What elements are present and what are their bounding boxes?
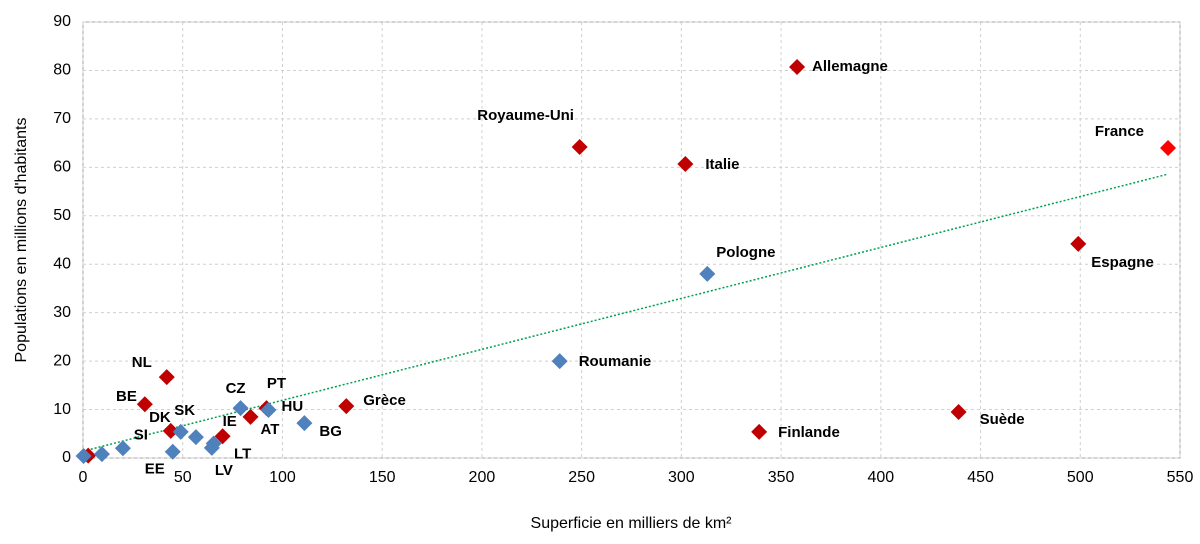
point-label: SK xyxy=(174,402,195,419)
marker xyxy=(158,369,175,386)
marker xyxy=(751,423,768,440)
point-label: DK xyxy=(149,409,171,426)
x-axis-title: Superficie en milliers de km² xyxy=(531,515,733,532)
plot-area xyxy=(82,21,1181,459)
point-label: Espagne xyxy=(1091,254,1154,271)
x-tick-label: 250 xyxy=(568,469,595,486)
y-tick-label: 60 xyxy=(53,159,71,176)
x-tick-label: 100 xyxy=(269,469,296,486)
y-tick-label: 0 xyxy=(62,449,71,466)
y-tick-label: 40 xyxy=(53,255,71,272)
marker xyxy=(296,415,313,432)
x-tick-label: 0 xyxy=(79,469,88,486)
y-tick-label: 50 xyxy=(53,207,71,224)
point-label: Finlande xyxy=(778,424,840,441)
marker xyxy=(93,446,110,463)
marker xyxy=(214,428,231,445)
marker xyxy=(187,429,204,446)
x-tick-label: 400 xyxy=(867,469,894,486)
point-label: BG xyxy=(319,423,342,440)
point-label: CZ xyxy=(226,380,246,397)
x-tick-label: 500 xyxy=(1067,469,1094,486)
y-tick-label: 30 xyxy=(53,304,71,321)
marker xyxy=(164,443,181,460)
marker xyxy=(551,353,568,370)
point-label: Suède xyxy=(980,411,1025,428)
x-tick-label: 550 xyxy=(1167,469,1194,486)
point-label: AT xyxy=(261,421,280,438)
marker xyxy=(114,440,131,457)
marker xyxy=(136,396,153,413)
marker xyxy=(677,155,694,172)
x-tick-label: 150 xyxy=(369,469,396,486)
point-label: Royaume-Uni xyxy=(477,107,574,124)
point-label: Italie xyxy=(705,156,739,173)
point-label: SI xyxy=(134,426,148,443)
x-tick-label: 450 xyxy=(967,469,994,486)
point-label: BE xyxy=(116,388,137,405)
marker xyxy=(75,448,92,465)
x-tick-label: 200 xyxy=(469,469,496,486)
point-label: HU xyxy=(281,398,303,415)
point-label: LV xyxy=(215,462,233,479)
y-tick-label: 80 xyxy=(53,62,71,79)
x-tick-label: 50 xyxy=(174,469,192,486)
point-label: Allemagne xyxy=(812,58,888,75)
marker xyxy=(242,408,259,425)
y-axis-title: Populations en millions d'habitants xyxy=(13,118,30,363)
marker xyxy=(232,400,249,417)
point-label: PT xyxy=(267,375,286,392)
marker xyxy=(789,59,806,76)
point-label: Roumanie xyxy=(579,353,652,370)
marker xyxy=(1160,139,1177,156)
point-label: Grèce xyxy=(363,392,406,409)
marker xyxy=(950,403,967,420)
x-tick-label: 350 xyxy=(768,469,795,486)
point-label: Pologne xyxy=(716,244,775,261)
marker xyxy=(205,435,222,452)
y-tick-label: 20 xyxy=(53,352,71,369)
marker xyxy=(1070,235,1087,252)
y-tick-label: 90 xyxy=(53,13,71,30)
marker xyxy=(162,422,179,439)
point-label: EE xyxy=(145,461,165,478)
point-label: France xyxy=(1095,123,1144,140)
marker xyxy=(172,423,189,440)
point-label: NL xyxy=(132,354,152,371)
y-tick-label: 10 xyxy=(53,401,71,418)
marker xyxy=(699,265,716,282)
trendline xyxy=(82,173,1169,452)
point-label: LT xyxy=(234,445,251,462)
marker xyxy=(571,138,588,155)
point-label: IE xyxy=(223,413,237,430)
x-tick-label: 300 xyxy=(668,469,695,486)
marker xyxy=(338,398,355,415)
marker xyxy=(260,402,277,419)
y-tick-label: 70 xyxy=(53,110,71,127)
